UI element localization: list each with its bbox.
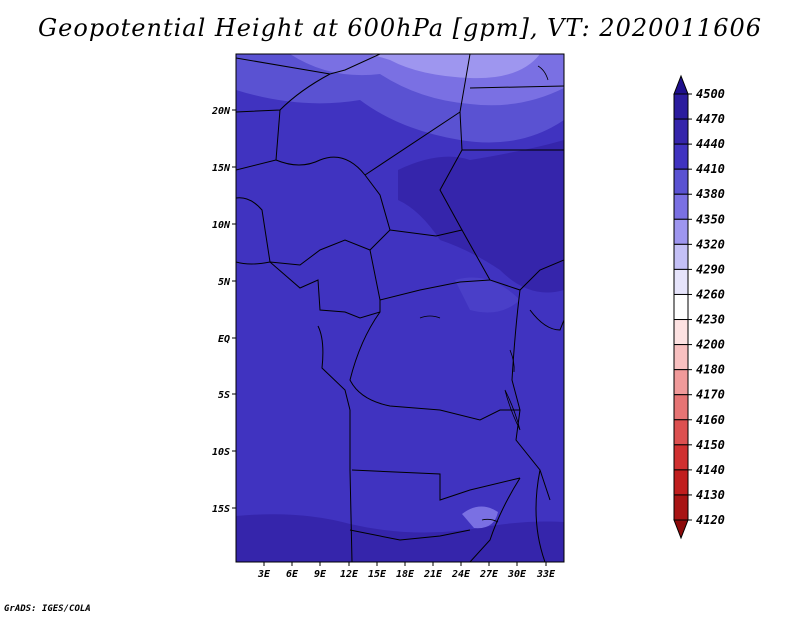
lat-label: EQ bbox=[218, 334, 230, 345]
colorbar-swatch bbox=[673, 319, 689, 346]
lat-label: 15S bbox=[212, 504, 230, 515]
colorbar-level-label: 4290 bbox=[696, 262, 725, 276]
colorbar-level-label: 4180 bbox=[696, 363, 725, 377]
lon-label: 30E bbox=[507, 569, 527, 580]
contour-4440 bbox=[398, 140, 564, 293]
colorbar-top-arrow bbox=[673, 74, 689, 95]
colorbar-swatch bbox=[673, 469, 689, 496]
lon-label: 18E bbox=[396, 569, 415, 580]
colorbar-level-label: 4150 bbox=[696, 438, 725, 452]
colorbar-level-label: 4350 bbox=[696, 212, 725, 226]
credit-text: GrADS: IGES/COLA bbox=[4, 604, 91, 614]
colorbar-swatch bbox=[673, 494, 689, 521]
colorbar-swatch bbox=[673, 394, 689, 421]
colorbar: 4500 4470 4440 4410 4380 4350 4320 4290 4260 4230… bbox=[673, 74, 725, 540]
colorbar-level-label: 4380 bbox=[696, 187, 725, 201]
lat-label: 10N bbox=[212, 220, 231, 231]
lat-label: 5N bbox=[218, 277, 231, 288]
map-frame bbox=[235, 53, 565, 563]
colorbar-bottom-arrow bbox=[673, 519, 689, 540]
colorbar-swatch bbox=[673, 143, 689, 170]
colorbar-swatch bbox=[673, 444, 689, 471]
contour-4410-patch bbox=[455, 277, 520, 313]
colorbar-swatch bbox=[673, 218, 689, 245]
colorbar-level-label: 4260 bbox=[696, 287, 725, 301]
borders bbox=[236, 54, 564, 562]
colorbar-swatch bbox=[673, 344, 689, 371]
colorbar-level-label: 4230 bbox=[696, 313, 725, 327]
colorbar-level-label: 4410 bbox=[696, 162, 725, 176]
colorbar-level-label: 4500 bbox=[696, 87, 725, 101]
lon-label: 6E bbox=[286, 569, 299, 580]
colorbar-level-label: 4170 bbox=[696, 388, 725, 402]
contour-4350-south bbox=[462, 506, 498, 529]
lat-label: 15N bbox=[212, 163, 231, 174]
map-panel bbox=[236, 54, 564, 562]
lat-label: 5S bbox=[218, 390, 230, 401]
contour-4320 bbox=[370, 54, 540, 79]
lat-label: 20N bbox=[211, 106, 231, 117]
colorbar-level-label: 4130 bbox=[696, 488, 725, 502]
lat-axis: 20N 15N 10N 5N EQ 5S 10S 15S bbox=[211, 106, 236, 515]
lon-label: 24E bbox=[451, 569, 471, 580]
lon-label: 21E bbox=[423, 569, 443, 580]
colorbar-level-label: 4440 bbox=[696, 137, 725, 151]
colorbar-level-label: 4160 bbox=[696, 413, 725, 427]
lon-label: 3E bbox=[257, 569, 271, 580]
colorbar-level-label: 4140 bbox=[696, 463, 725, 477]
colorbar-swatch bbox=[673, 369, 689, 396]
lat-label: 10S bbox=[212, 447, 230, 458]
colorbar-swatch bbox=[673, 168, 689, 195]
chart-title: Geopotential Height at 600hPa [gpm], VT:… bbox=[38, 14, 762, 42]
colorbar-swatch bbox=[673, 293, 689, 321]
colorbar-swatch bbox=[673, 193, 689, 220]
colorbar-swatch bbox=[673, 419, 689, 446]
lon-axis: 3E 6E 9E 12E 15E 18E 21E 24E 27E 30E 33E bbox=[257, 562, 556, 580]
colorbar-level-label: 4200 bbox=[696, 338, 725, 352]
lon-label: 27E bbox=[479, 569, 499, 580]
lakes bbox=[419, 65, 549, 523]
colorbar-swatch bbox=[673, 118, 689, 145]
colorbar-level-label: 4120 bbox=[696, 513, 725, 527]
lon-label: 9E bbox=[314, 569, 327, 580]
contour-4440-south bbox=[236, 514, 564, 562]
colorbar-level-label: 4470 bbox=[696, 112, 725, 126]
colorbar-swatch bbox=[673, 243, 689, 270]
lon-label: 12E bbox=[340, 569, 359, 580]
lon-label: 15E bbox=[368, 569, 387, 580]
colorbar-swatch bbox=[673, 268, 689, 295]
colorbar-level-label: 4320 bbox=[696, 237, 725, 251]
colorbar-swatch bbox=[673, 93, 689, 120]
lon-label: 33E bbox=[536, 569, 556, 580]
